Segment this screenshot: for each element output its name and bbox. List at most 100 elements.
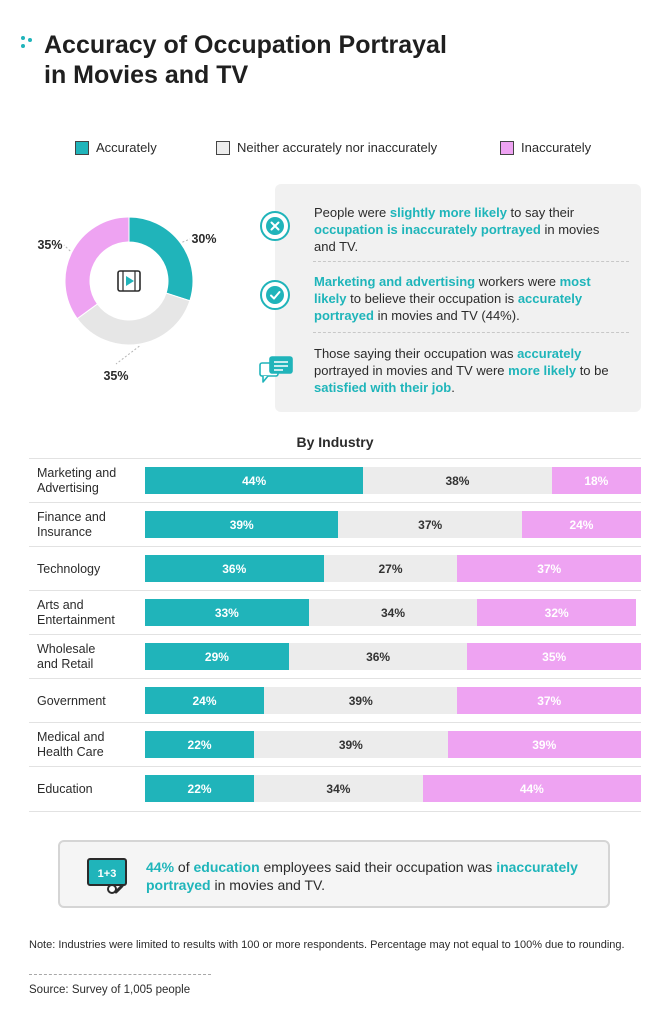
- insight-text: workers were: [475, 274, 560, 289]
- industry-label-text: Technology: [37, 561, 101, 576]
- bar-segment-neither: 36%: [288, 643, 468, 670]
- legend-swatch-inaccurately: [500, 140, 514, 155]
- stacked-bar: 24% 39% 37%: [145, 687, 641, 714]
- check-circle-icon: [260, 280, 290, 310]
- title-line-2: in Movies and TV: [44, 61, 249, 89]
- insight-text: People were: [314, 205, 390, 220]
- film-icon: [117, 270, 141, 292]
- insight-text: to say their: [506, 205, 575, 220]
- callout-box: 1+3 44% of education employees said thei…: [58, 840, 610, 908]
- industry-label-text: Arts and Entertainment: [37, 598, 115, 627]
- donut-slice-inaccurately: [64, 216, 130, 320]
- insight-divider: [313, 261, 629, 262]
- legend-item-inaccurately: Inaccurately: [500, 140, 591, 155]
- callout-plain: of: [174, 859, 194, 875]
- industry-label-text: Marketing and Advertising: [37, 466, 117, 495]
- insight-highlight: more likely: [508, 363, 577, 378]
- legend-label-neither: Neither accurately nor inaccurately: [237, 140, 438, 155]
- bar-segment-inaccurately: 37%: [457, 687, 641, 714]
- callout-highlight: education: [193, 859, 260, 875]
- bar-segment-accurately: 24%: [145, 687, 265, 714]
- bar-segment-neither: 37%: [338, 511, 522, 538]
- industry-label: Finance and Insurance: [37, 503, 137, 547]
- industry-label: Arts and Entertainment: [37, 591, 137, 635]
- insights-panel: People were slightly more likely to say …: [259, 184, 641, 412]
- insight-highlight: satisfied with their job: [314, 380, 452, 395]
- industry-row: Medical and Health Care 22% 39% 39%: [29, 722, 641, 767]
- industry-label: Wholesale and Retail: [37, 635, 137, 679]
- insight-text-2: Marketing and advertising workers were m…: [314, 273, 624, 324]
- industry-row: Government 24% 39% 37%: [29, 678, 641, 723]
- insight-text: to believe their occupation is: [346, 291, 518, 306]
- industry-row: Education 22% 34% 44%: [29, 766, 641, 812]
- legend-swatch-neither: [216, 140, 230, 155]
- insight-highlight: occupation is inaccurately portrayed: [314, 222, 541, 237]
- donut-label-accurately: 30%: [191, 232, 216, 246]
- legend-swatch-accurately: [75, 140, 89, 155]
- stacked-bar: 33% 34% 32%: [145, 599, 641, 626]
- footnote-divider: [29, 974, 211, 975]
- industry-label-text: Medical and Health Care: [37, 730, 105, 759]
- bar-segment-neither: 39%: [254, 731, 448, 758]
- dots-icon: [21, 36, 32, 48]
- stacked-bar: 22% 39% 39%: [145, 731, 641, 758]
- callout-highlight: inaccurately portrayed: [146, 859, 578, 893]
- industry-row: Marketing and Advertising 44% 38% 18%: [29, 458, 641, 503]
- bar-segment-neither: 27%: [323, 555, 458, 582]
- chalkboard-icon: 1+3: [87, 858, 127, 894]
- donut-leader-line: [115, 345, 140, 365]
- insight-highlight: slightly more likely: [389, 205, 507, 220]
- insight-text: .: [451, 380, 455, 395]
- bar-segment-neither: 34%: [308, 599, 478, 626]
- footnote: Note: Industries were limited to results…: [29, 939, 625, 951]
- page-title: Accuracy of Occupation Portrayal in Movi…: [44, 30, 447, 90]
- bar-segment-neither: 34%: [254, 775, 423, 802]
- industry-label: Marketing and Advertising: [37, 459, 137, 503]
- industry-row: Arts and Entertainment 33% 34% 32%: [29, 590, 641, 635]
- industry-label-text: Education: [37, 781, 93, 796]
- bar-segment-neither: 38%: [363, 467, 552, 494]
- bar-segment-inaccurately: 44%: [422, 775, 641, 802]
- donut-leader-line: [63, 244, 71, 252]
- bar-segment-accurately: 22%: [145, 775, 255, 802]
- industry-label: Education: [37, 767, 137, 811]
- industry-chart-title: By Industry: [296, 434, 374, 450]
- insight-text: to be: [576, 363, 609, 378]
- donut-leader-line: [182, 238, 191, 243]
- industry-label-text: Government: [37, 693, 106, 708]
- bar-segment-accurately: 29%: [145, 643, 289, 670]
- callout-text: 44% of education employees said their oc…: [146, 858, 596, 894]
- industry-label-text: Finance and Insurance: [37, 510, 106, 539]
- bar-segment-inaccurately: 37%: [457, 555, 641, 582]
- stacked-bar: 39% 37% 24%: [145, 511, 641, 538]
- legend: Accurately Neither accurately nor inaccu…: [0, 140, 670, 160]
- bar-segment-neither: 39%: [264, 687, 458, 714]
- insight-highlight: most likely: [314, 274, 591, 306]
- industry-label: Technology: [37, 547, 137, 591]
- stacked-bar: 22% 34% 44%: [145, 775, 641, 802]
- legend-label-accurately: Accurately: [96, 140, 157, 155]
- stacked-bar: 36% 27% 37%: [145, 555, 641, 582]
- bar-segment-accurately: 39%: [145, 511, 339, 538]
- industry-label: Medical and Health Care: [37, 723, 137, 767]
- donut-chart: 30% 35% 35%: [37, 216, 217, 383]
- donut-label-neither: 35%: [103, 369, 128, 383]
- title-line-1: Accuracy of Occupation Portrayal: [44, 31, 447, 59]
- insight-text: Those saying their occupation was: [314, 346, 518, 361]
- industry-label-text: Wholesale and Retail: [37, 642, 96, 671]
- bar-segment-accurately: 22%: [145, 731, 255, 758]
- industry-row: Finance and Insurance 39% 37% 24%: [29, 502, 641, 547]
- industry-row: Wholesale and Retail 29% 36% 35%: [29, 634, 641, 679]
- insight-highlight: accurately: [517, 346, 582, 361]
- bar-segment-inaccurately: 35%: [467, 643, 641, 670]
- insight-text: in movies and TV.: [314, 222, 600, 254]
- insight-highlight: Marketing and advertising: [314, 274, 476, 289]
- bar-segment-accurately: 36%: [145, 555, 324, 582]
- x-circle-icon: [260, 211, 290, 241]
- insight-text: portrayed in movies and TV were: [314, 363, 509, 378]
- industry-row: Technology 36% 27% 37%: [29, 546, 641, 591]
- bar-segment-inaccurately: 24%: [521, 511, 641, 538]
- callout-plain: employees said their occupation was: [259, 859, 497, 875]
- bar-segment-inaccurately: 39%: [447, 731, 641, 758]
- bar-segment-accurately: 33%: [145, 599, 309, 626]
